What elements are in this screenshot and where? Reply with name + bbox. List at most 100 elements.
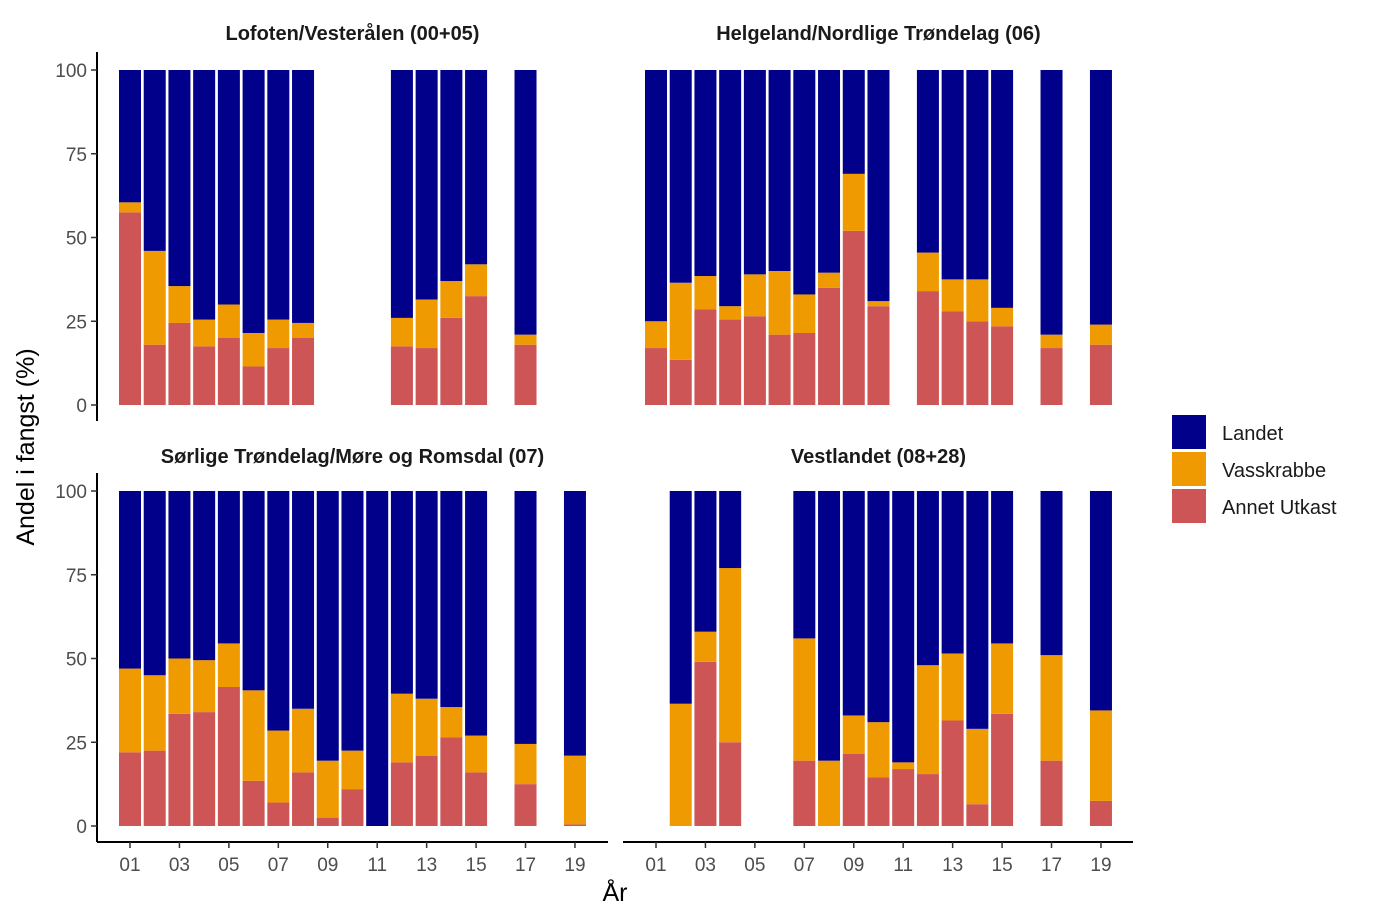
x-axis-title: År: [603, 877, 628, 907]
bar-annet-utkast: [193, 346, 216, 405]
bar-vasskrabbe: [793, 638, 816, 761]
bar-landet: [316, 491, 339, 761]
bar-annet-utkast: [1089, 800, 1112, 826]
bar-annet-utkast: [818, 287, 841, 405]
bar-landet: [719, 70, 742, 307]
bar-landet: [991, 491, 1014, 644]
bar-annet-utkast: [966, 804, 989, 826]
y-tick-label: 50: [66, 229, 87, 250]
bar-vasskrabbe: [390, 317, 413, 347]
bar-annet-utkast: [645, 348, 667, 405]
bar-vasskrabbe: [867, 722, 890, 778]
bar-landet: [991, 70, 1014, 308]
bar-vasskrabbe: [941, 653, 964, 721]
bar-annet-utkast: [1040, 348, 1063, 405]
y-tick-label: 100: [55, 482, 87, 503]
bar-vasskrabbe: [842, 173, 865, 231]
bar-annet-utkast: [390, 346, 413, 405]
bar-annet-utkast: [842, 230, 865, 405]
bar-annet-utkast: [563, 824, 586, 826]
bar-annet-utkast: [143, 750, 166, 826]
bar-landet: [119, 70, 141, 203]
legend-swatch-annet-utkast: [1172, 489, 1206, 523]
bar-landet: [390, 70, 413, 318]
bar-annet-utkast: [440, 317, 463, 405]
y-tick-label: 75: [66, 566, 87, 587]
bar-vasskrabbe: [193, 660, 216, 713]
bar-vasskrabbe: [916, 665, 939, 775]
x-tick-label: 09: [317, 855, 338, 876]
bar-annet-utkast: [465, 296, 488, 405]
bar-annet-utkast: [292, 338, 315, 405]
bar-vasskrabbe: [818, 272, 841, 288]
bar-vasskrabbe: [143, 250, 166, 345]
bar-annet-utkast: [168, 322, 191, 405]
bar-vasskrabbe: [991, 643, 1014, 714]
bar-vasskrabbe: [193, 319, 216, 347]
bar-annet-utkast: [217, 338, 240, 405]
x-tick-label: 01: [119, 855, 140, 876]
bar-annet-utkast: [867, 306, 890, 405]
y-tick-label: 0: [76, 817, 87, 838]
panel-3: Sørlige Trøndelag/Møre og Romsdal (07) 0 2…: [55, 446, 608, 876]
bar-vasskrabbe: [267, 319, 290, 349]
x-tick-label: 03: [169, 855, 190, 876]
bar-vasskrabbe: [1089, 710, 1112, 801]
bar-landet: [941, 491, 964, 654]
bar-annet-utkast: [316, 817, 339, 826]
bar-landet: [143, 70, 166, 251]
y-tick-label: 25: [66, 312, 87, 333]
bar-landet: [768, 70, 791, 271]
bar-landet: [966, 491, 989, 729]
bar-vasskrabbe: [465, 264, 488, 297]
panel-title: Sørlige Trøndelag/Møre og Romsdal (07): [161, 446, 544, 468]
bar-annet-utkast: [242, 780, 265, 826]
bar-annet-utkast: [768, 334, 791, 405]
bar-annet-utkast: [119, 212, 141, 405]
bar-annet-utkast: [743, 316, 766, 405]
bar-landet: [193, 70, 216, 320]
x-tick-label: 17: [1041, 855, 1062, 876]
bar-vasskrabbe: [842, 715, 865, 754]
bar-vasskrabbe: [242, 690, 265, 781]
bar-vasskrabbe: [168, 286, 191, 323]
bar-landet: [440, 491, 463, 708]
bar-landet: [267, 70, 290, 320]
panel-title: Helgeland/Nordlige Trøndelag (06): [716, 23, 1041, 45]
bar-vasskrabbe: [719, 568, 742, 743]
bar-landet: [415, 70, 438, 300]
x-tick-label: 09: [843, 855, 864, 876]
bar-landet: [669, 70, 692, 283]
bar-vasskrabbe: [563, 755, 586, 825]
bar-landet: [867, 70, 890, 302]
bar-vasskrabbe: [168, 658, 191, 714]
bar-vasskrabbe: [1089, 324, 1112, 345]
bar-landet: [465, 70, 488, 265]
bar-vasskrabbe: [1040, 655, 1063, 761]
bar-landet: [514, 491, 537, 744]
panel-1: Lofoten/Vesterålen (00+05) 0 25 50 75 100: [55, 22, 537, 421]
x-tick-label: 01: [645, 855, 666, 876]
bar-vasskrabbe: [440, 707, 463, 738]
bar-vasskrabbe: [143, 675, 166, 751]
bar-vasskrabbe: [768, 271, 791, 335]
legend-swatch-vasskrabbe: [1172, 452, 1206, 486]
bar-annet-utkast: [966, 321, 989, 405]
bar-annet-utkast: [242, 366, 265, 405]
bar-vasskrabbe: [292, 708, 315, 773]
legend: Landet Vasskrabbe Annet Utkast: [1172, 415, 1337, 523]
bar-vasskrabbe: [415, 698, 438, 756]
bar-vasskrabbe: [991, 307, 1014, 327]
legend-label-landet: Landet: [1222, 423, 1284, 445]
x-tick-label: 15: [466, 855, 487, 876]
bar-annet-utkast: [341, 789, 364, 826]
bar-vasskrabbe: [415, 299, 438, 349]
bar-landet: [242, 491, 265, 691]
bar-annet-utkast: [669, 359, 692, 405]
bar-landet: [1040, 70, 1063, 335]
bar-annet-utkast: [440, 737, 463, 826]
bar-annet-utkast: [991, 326, 1014, 405]
bar-vasskrabbe: [316, 760, 339, 818]
bar-landet: [892, 491, 915, 763]
